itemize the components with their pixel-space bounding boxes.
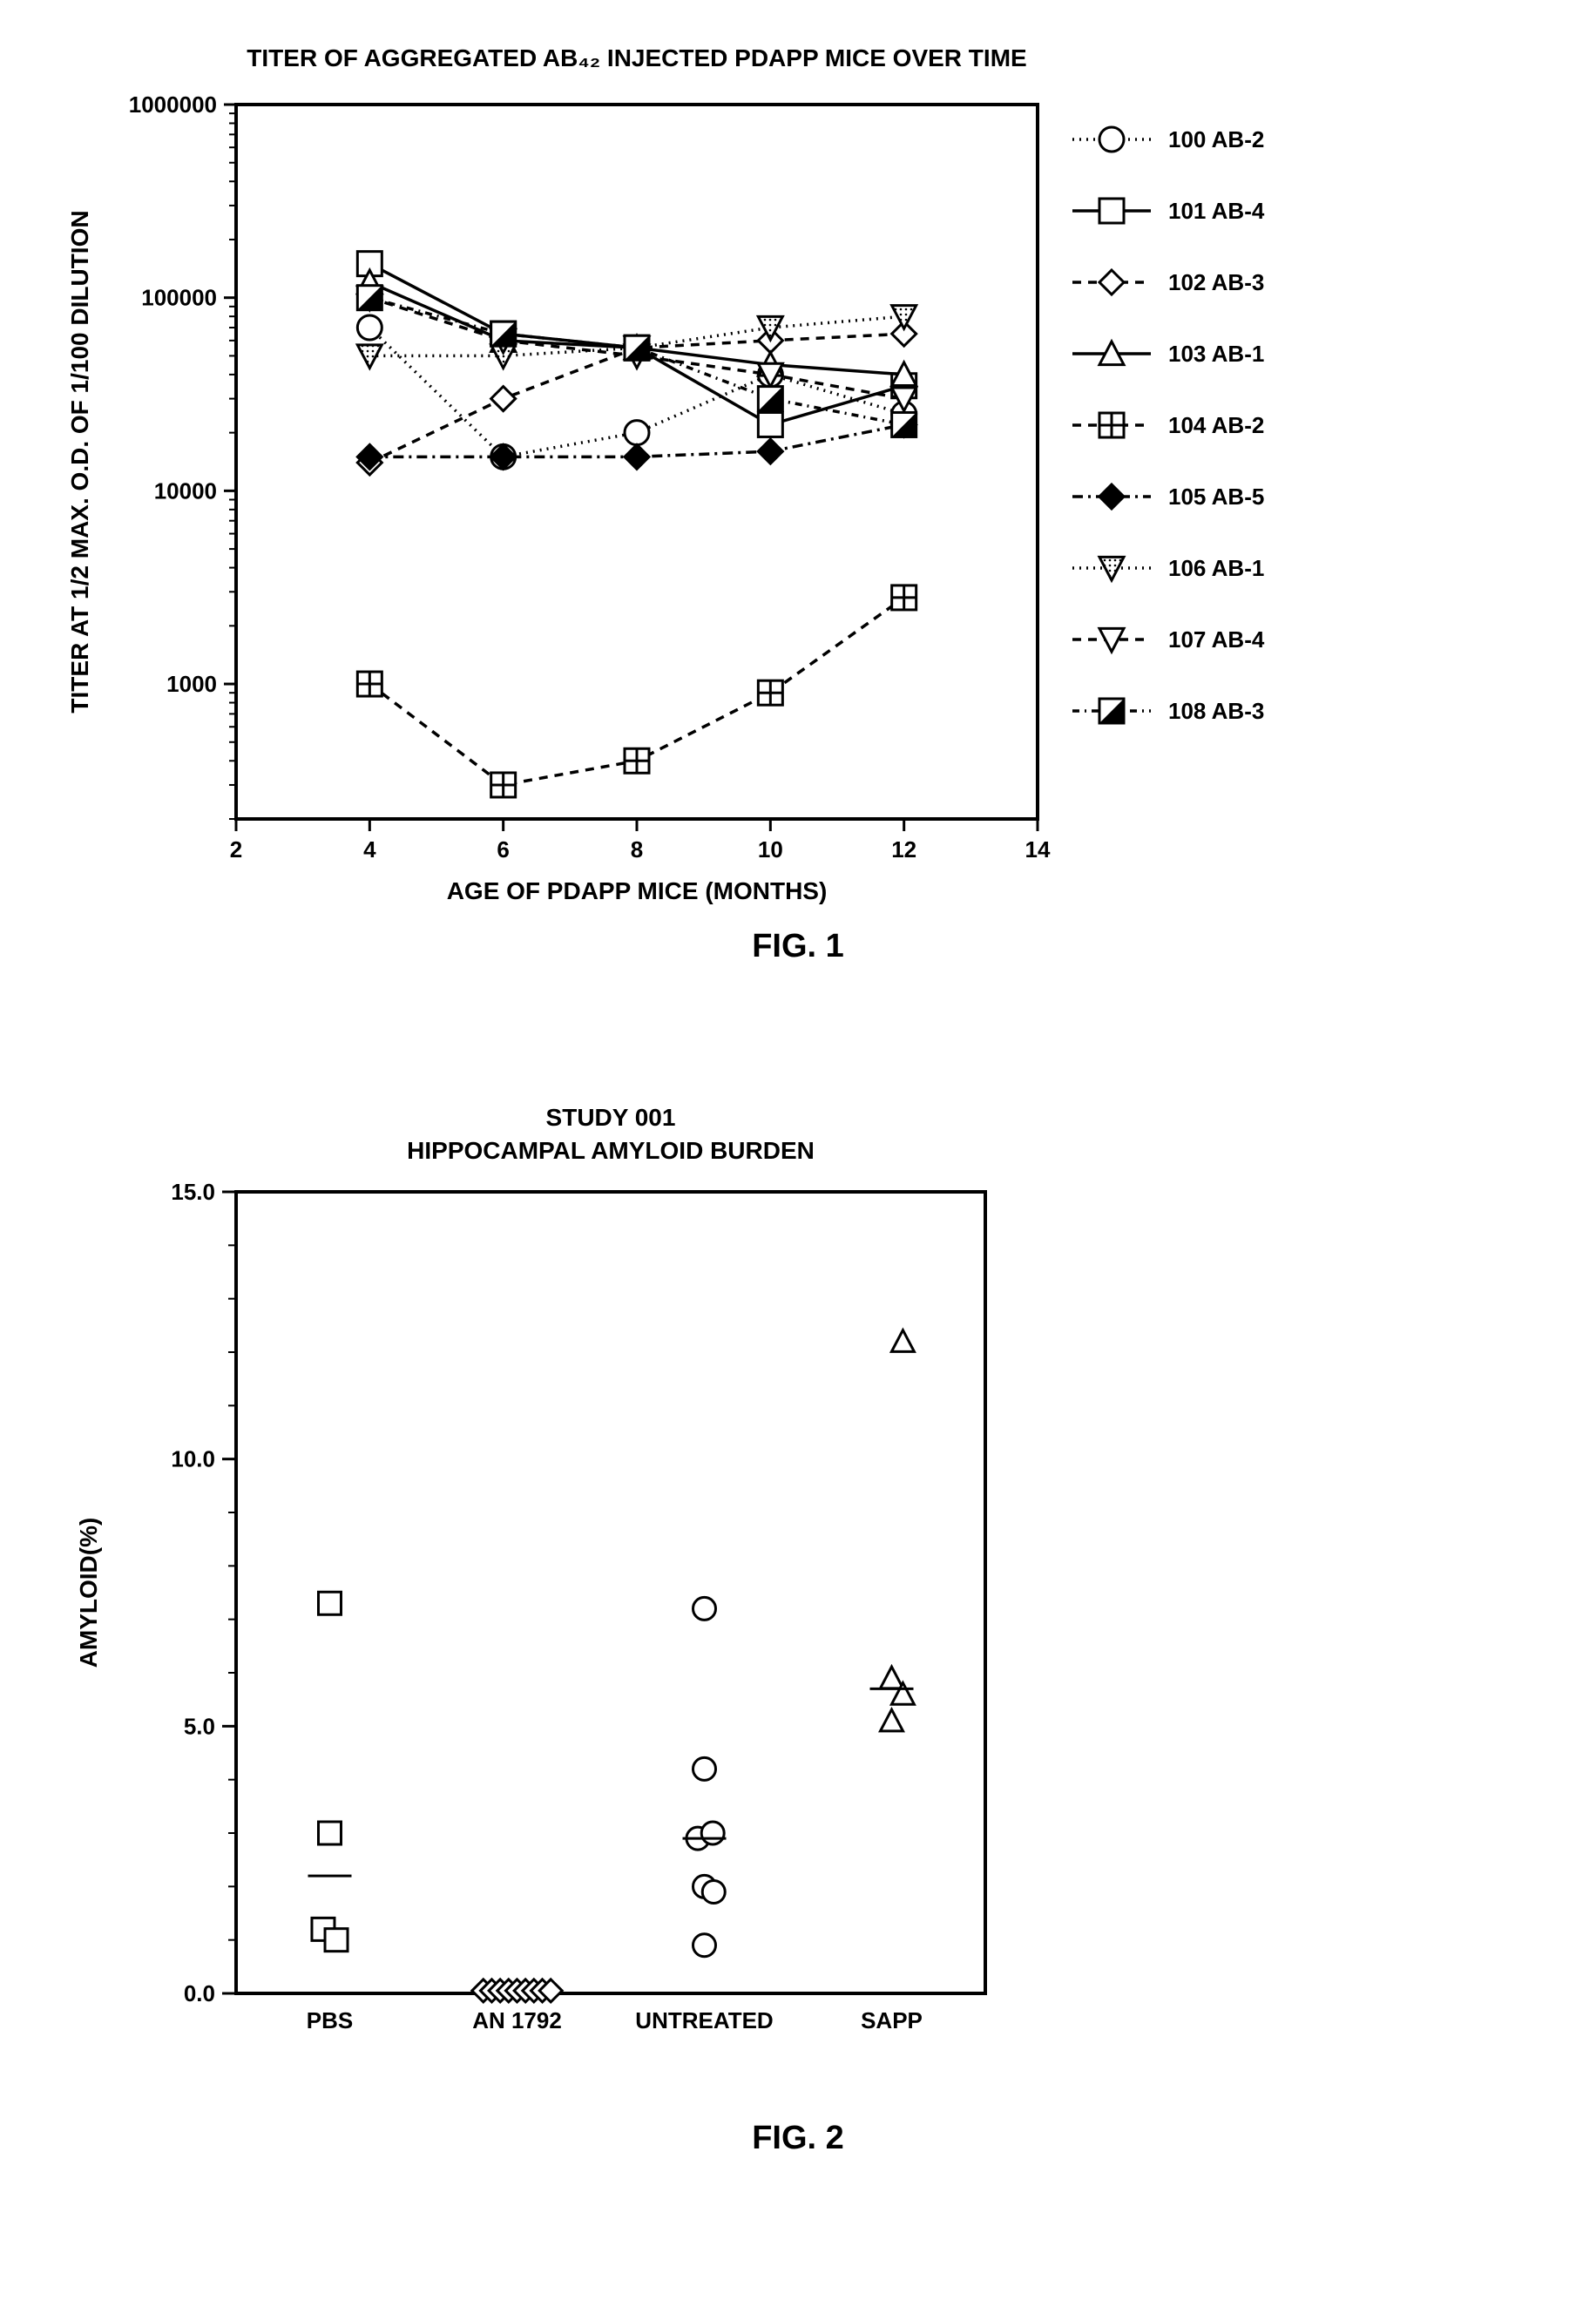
svg-text:100000: 100000 <box>141 285 217 311</box>
svg-text:AGE OF PDAPP MICE (MONTHS): AGE OF PDAPP MICE (MONTHS) <box>447 877 828 904</box>
svg-text:6: 6 <box>497 836 509 863</box>
figure-2-label: FIG. 2 <box>36 2120 1560 2157</box>
svg-text:105 AB-5: 105 AB-5 <box>1168 484 1264 510</box>
figure-1-label: FIG. 1 <box>36 928 1560 965</box>
svg-text:UNTREATED: UNTREATED <box>635 2007 773 2033</box>
svg-text:103 AB-1: 103 AB-1 <box>1168 341 1264 367</box>
svg-text:1000000: 1000000 <box>129 91 217 118</box>
svg-text:12: 12 <box>891 836 916 863</box>
svg-text:14: 14 <box>1025 836 1051 863</box>
svg-text:2: 2 <box>230 836 242 863</box>
svg-text:10: 10 <box>758 836 783 863</box>
svg-text:106 AB-1: 106 AB-1 <box>1168 555 1264 581</box>
svg-text:8: 8 <box>631 836 643 863</box>
svg-text:TITER OF AGGREGATED AB₄₂ INJEC: TITER OF AGGREGATED AB₄₂ INJECTED PDAPP … <box>247 44 1026 71</box>
figure-1: TITER OF AGGREGATED AB₄₂ INJECTED PDAPP … <box>36 35 1560 965</box>
svg-text:107 AB-4: 107 AB-4 <box>1168 626 1265 653</box>
svg-text:10.0: 10.0 <box>171 1446 215 1472</box>
svg-text:4: 4 <box>363 836 376 863</box>
svg-text:0.0: 0.0 <box>184 1980 215 2006</box>
svg-text:102 AB-3: 102 AB-3 <box>1168 269 1264 295</box>
svg-text:STUDY 001: STUDY 001 <box>546 1104 676 1131</box>
svg-text:100 AB-2: 100 AB-2 <box>1168 126 1264 152</box>
svg-text:104 AB-2: 104 AB-2 <box>1168 412 1264 438</box>
svg-text:108 AB-3: 108 AB-3 <box>1168 698 1264 724</box>
figure-2: STUDY 001 HIPPOCAMPAL AMYLOID BURDEN 0.0 5.… <box>36 1087 1560 2157</box>
svg-text:10000: 10000 <box>154 477 217 504</box>
svg-text:5.0: 5.0 <box>184 1713 215 1739</box>
svg-text:SAPP: SAPP <box>861 2007 923 2033</box>
svg-text:HIPPOCAMPAL AMYLOID BURDEN: HIPPOCAMPAL AMYLOID BURDEN <box>407 1137 815 1164</box>
figure-2-chart: STUDY 001 HIPPOCAMPAL AMYLOID BURDEN 0.0 5.… <box>36 1087 1168 2098</box>
svg-text:1000: 1000 <box>166 671 217 697</box>
svg-text:101 AB-4: 101 AB-4 <box>1168 198 1265 224</box>
figure-1-chart: TITER OF AGGREGATED AB₄₂ INJECTED PDAPP … <box>36 35 1430 906</box>
svg-text:PBS: PBS <box>307 2007 353 2033</box>
svg-text:AN 1792: AN 1792 <box>472 2007 562 2033</box>
svg-text:TITER AT 1/2 MAX. O.D. OF 1/10: TITER AT 1/2 MAX. O.D. OF 1/100 DILUTION <box>66 210 93 713</box>
svg-text:15.0: 15.0 <box>171 1179 215 1205</box>
svg-text:AMYLOID(%): AMYLOID(%) <box>75 1518 102 1668</box>
